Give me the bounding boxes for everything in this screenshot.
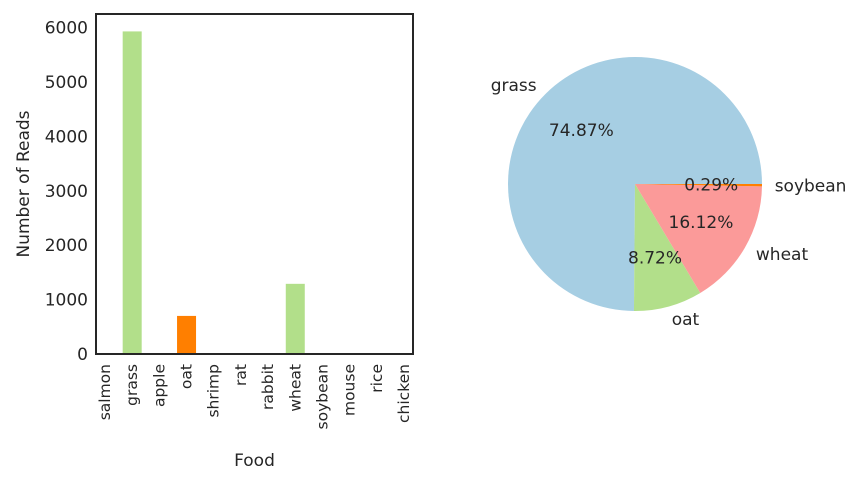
bar-series: [122, 31, 305, 355]
pie-slice-oat: [633, 184, 701, 311]
x-axis-label: Food: [234, 451, 275, 471]
x-tick-label-shrimp: shrimp: [205, 364, 223, 418]
bar-wheat: [285, 283, 305, 354]
bar-axes-frame: [95, 13, 414, 355]
y-tick-label: 0: [77, 345, 88, 365]
x-tick-label-soybean: soybean: [313, 364, 331, 429]
y-axis-ticks: 0 1000 2000 3000 4000 5000 6000: [45, 19, 88, 365]
pie-chart: grass 74.87% oat 8.72% wheat 16.12% soybean 0.2…: [491, 57, 847, 330]
x-tick-label-oat: oat: [178, 364, 196, 389]
x-tick-label-salmon: salmon: [96, 364, 114, 420]
x-axis-ticks: salmon grass apple oat shrimp rat rabbit wheat s…: [96, 364, 413, 429]
x-tick-label-apple: apple: [150, 364, 168, 407]
x-tick-label-wheat: wheat: [286, 364, 304, 412]
pie-label-grass: grass: [491, 76, 537, 96]
bar-grass: [122, 31, 142, 355]
y-tick-label: 4000: [45, 127, 88, 147]
x-tick-label-chicken: chicken: [395, 364, 413, 423]
y-tick-label: 2000: [45, 236, 88, 256]
pie-slice-soybean: [635, 184, 762, 187]
y-tick-label: 3000: [45, 182, 88, 202]
x-tick-label-mouse: mouse: [341, 364, 359, 416]
pie-slices: [508, 57, 762, 311]
pie-label-soybean: soybean: [775, 176, 847, 196]
pie-slice-wheat: [635, 184, 762, 293]
y-tick-label: 5000: [45, 73, 88, 93]
x-tick-label-rat: rat: [232, 364, 250, 386]
pie-pct-oat: 8.72%: [628, 249, 682, 269]
pie-slice-grass: [508, 57, 762, 311]
pie-label-wheat: wheat: [756, 245, 809, 265]
x-tick-label-grass: grass: [123, 364, 141, 406]
y-axis-label: Number of Reads: [14, 110, 34, 257]
y-tick-label: 1000: [45, 291, 88, 311]
pie-label-oat: oat: [672, 310, 700, 330]
bar-chart: 0 1000 2000 3000 4000 5000 6000 salmon grass app…: [14, 13, 414, 471]
bar-oat: [177, 315, 197, 354]
pie-pct-grass: 74.87%: [549, 121, 614, 141]
pie-labels: grass 74.87% oat 8.72% wheat 16.12% soybean 0.2…: [491, 76, 847, 330]
y-tick-label: 6000: [45, 19, 88, 39]
pie-pct-wheat: 16.12%: [669, 213, 734, 233]
x-tick-label-rice: rice: [368, 364, 386, 393]
pie-pct-soybean: 0.29%: [684, 176, 738, 196]
x-tick-label-rabbit: rabbit: [259, 364, 277, 410]
